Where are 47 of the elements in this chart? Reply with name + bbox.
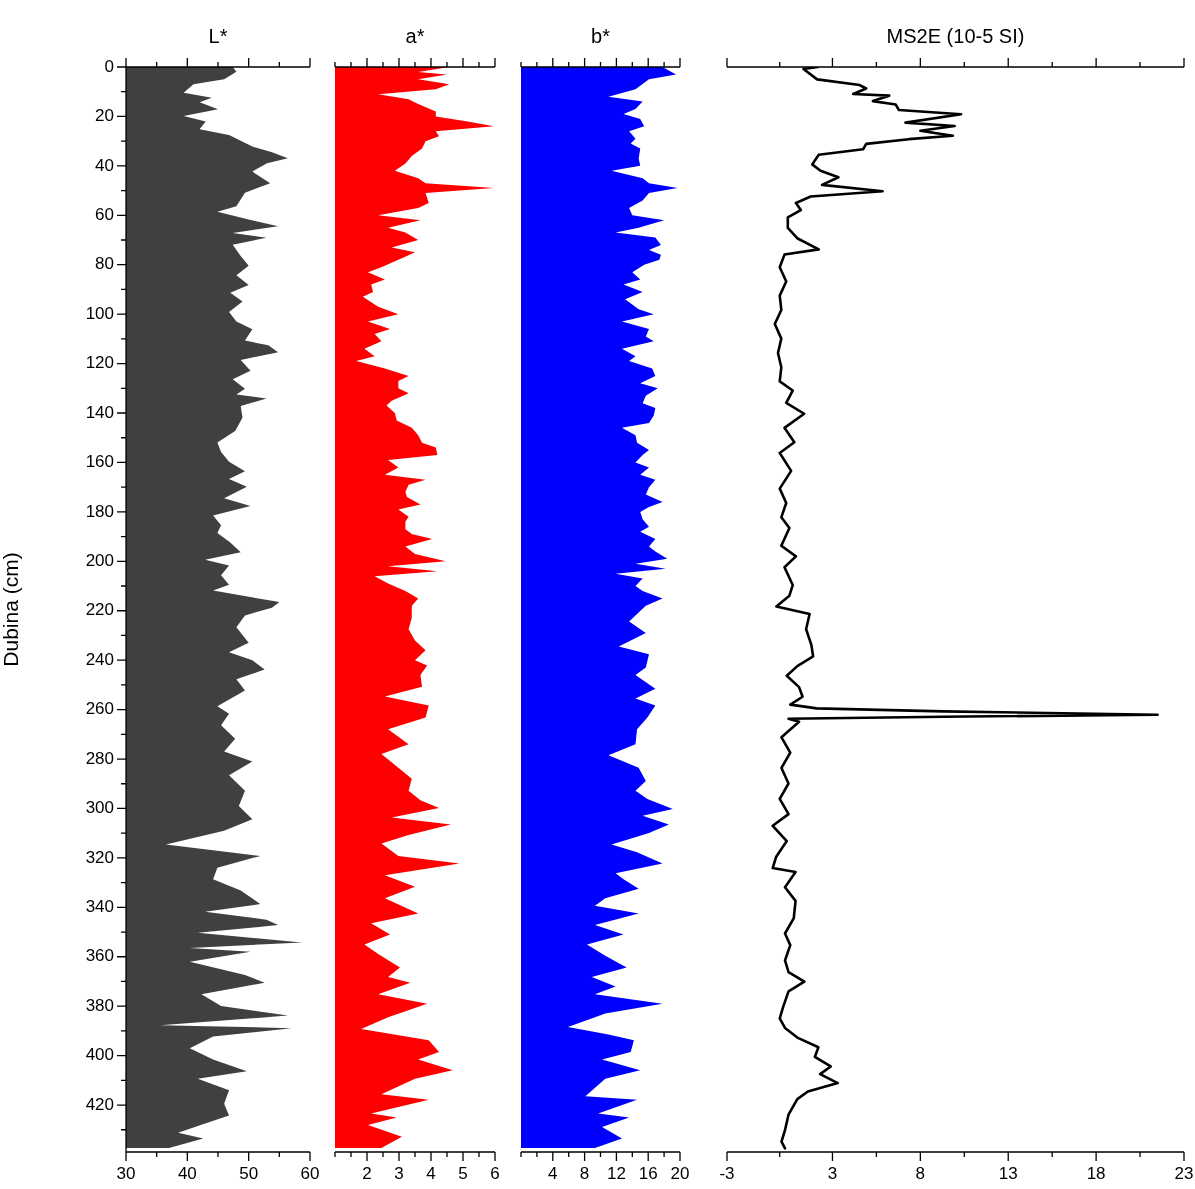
x-tick-label: 2: [362, 1163, 372, 1183]
y-tick-label: 40: [95, 155, 114, 175]
x-tick-label: 3: [394, 1163, 404, 1183]
chart-title: b*: [591, 25, 611, 47]
y-tick-label: 360: [85, 946, 114, 966]
chart-title: a*: [405, 25, 425, 47]
y-tick-label: 400: [85, 1045, 114, 1065]
x-tick-label: 16: [638, 1163, 658, 1183]
x-tick-label: 3: [827, 1163, 838, 1183]
x-tick-label: 20: [670, 1163, 690, 1183]
x-tick-label: 40: [177, 1163, 197, 1183]
y-tick-label: 300: [85, 798, 114, 818]
x-tick-label: 13: [998, 1163, 1018, 1183]
y-tick-label: 20: [95, 106, 114, 126]
x-tick-label: 23: [1174, 1163, 1194, 1183]
x-tick-label: 30: [116, 1163, 136, 1183]
y-tick-label: 320: [85, 847, 114, 867]
y-tick-label: 200: [85, 550, 114, 570]
x-tick-label: 6: [490, 1163, 500, 1183]
x-tick-label: 4: [548, 1163, 558, 1183]
x-tick-label: 8: [915, 1163, 926, 1183]
y-tick-label: 140: [85, 402, 114, 422]
chart-title: MS2E (10-5 SI): [886, 25, 1025, 47]
y-tick-label: 260: [85, 699, 114, 719]
y-tick-label: 120: [85, 353, 114, 373]
x-tick-label: 18: [1086, 1163, 1106, 1183]
x-tick-label: -3: [719, 1163, 735, 1183]
y-tick-label: 420: [85, 1094, 114, 1114]
x-tick-label: 4: [426, 1163, 436, 1183]
y-tick-label: 180: [85, 501, 114, 521]
y-tick-label: 160: [85, 452, 114, 472]
y-axis-title: Dubina (cm): [0, 552, 23, 667]
y-tick-label: 340: [85, 897, 114, 917]
x-tick-label: 8: [579, 1163, 590, 1183]
y-tick-label: 100: [85, 303, 114, 323]
y-tick-label: 60: [95, 204, 114, 224]
chart-title: L*: [208, 25, 228, 47]
y-tick-label: 80: [95, 254, 114, 274]
y-tick-label: 380: [85, 995, 114, 1015]
x-tick-label: 5: [458, 1163, 468, 1183]
x-tick-label: 50: [239, 1163, 259, 1183]
y-tick-label: 280: [85, 748, 114, 768]
y-tick-label: 220: [85, 600, 114, 620]
x-tick-label: 12: [606, 1163, 626, 1183]
y-tick-label: 240: [85, 649, 114, 669]
x-tick-label: 60: [300, 1163, 320, 1183]
y-tick-label: 0: [104, 56, 114, 76]
